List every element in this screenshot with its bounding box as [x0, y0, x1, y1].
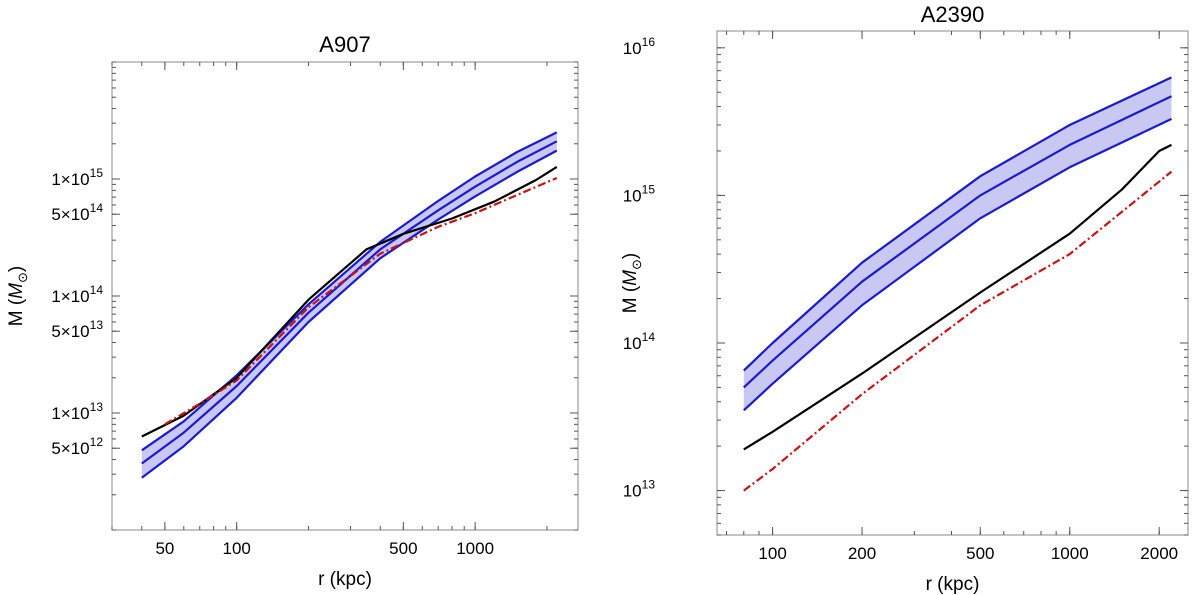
- chart-a2390: A2390 r (kpc) M (M⊙) 100 200 500 1000 2000 1013 1…: [620, 2, 1189, 595]
- series-dash-dot: [743, 170, 1173, 492]
- y-axis-label: M (M⊙): [620, 253, 644, 314]
- series-band-lower: [743, 117, 1172, 412]
- x-axis-label: r (kpc): [926, 574, 980, 595]
- x-tick-label: 1000: [456, 539, 494, 558]
- y-tick-label: 1×1013: [51, 400, 103, 423]
- plot-frame: [716, 30, 1189, 536]
- series-solid: [141, 165, 558, 438]
- y-tick-label: 1013: [623, 478, 656, 501]
- series-band-upper: [141, 131, 558, 452]
- y-tick-label: 5×1012: [51, 435, 103, 458]
- series-band-lower: [141, 149, 558, 479]
- x-axis-label: r (kpc): [318, 569, 372, 590]
- chart-title: A2390: [921, 2, 985, 27]
- chart-a907: A907 r (kpc) M (M⊙) 50 100 500 1000 5×1012 1×101…: [6, 32, 579, 590]
- chart-title: A907: [319, 32, 370, 57]
- series-solid: [743, 143, 1172, 451]
- x-tick-label: 500: [389, 539, 417, 558]
- x-tick-label: 100: [758, 544, 786, 563]
- y-tick-label: 5×1013: [51, 318, 103, 341]
- y-tick-label: 5×1014: [51, 201, 103, 224]
- x-tick-label: 100: [222, 539, 250, 558]
- series-band-central: [743, 95, 1172, 389]
- x-tick-label: 50: [155, 539, 174, 558]
- y-tick-label: 1016: [623, 35, 656, 58]
- x-tick-label: 1000: [1051, 544, 1089, 563]
- series-band-central: [141, 140, 558, 465]
- x-tick-label: 200: [848, 544, 876, 563]
- plot-frame: [111, 61, 579, 531]
- x-tick-label: 2000: [1140, 544, 1178, 563]
- series-band-upper: [743, 76, 1172, 372]
- y-tick-label: 1015: [623, 182, 656, 205]
- confidence-band: [141, 132, 557, 478]
- y-axis-label: M (M⊙): [6, 266, 30, 327]
- confidence-band: [743, 77, 1172, 411]
- series-dash-dot: [164, 176, 558, 426]
- x-tick-label: 500: [966, 544, 994, 563]
- y-tick-label: 1×1014: [51, 283, 103, 306]
- y-tick-label: 1×1015: [51, 166, 103, 189]
- y-tick-label: 1014: [623, 330, 656, 353]
